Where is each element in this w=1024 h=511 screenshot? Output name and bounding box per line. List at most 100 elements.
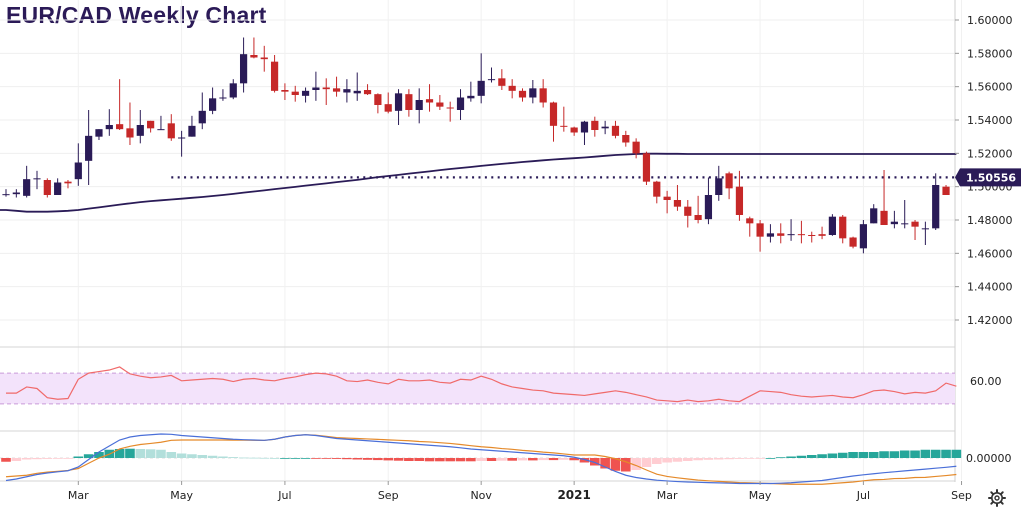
macd-histogram-bar (362, 458, 373, 460)
candle-body (198, 110, 206, 124)
candle (374, 93, 382, 114)
macd-histogram-bar (269, 458, 280, 459)
candle-body (921, 228, 929, 230)
candle-body (270, 61, 279, 91)
candle (766, 224, 775, 243)
candle-body (33, 178, 41, 180)
macd-histogram-bar (579, 458, 590, 463)
candle-body (622, 135, 630, 143)
axes: 1.420001.440001.460001.480001.500001.520… (68, 14, 1013, 502)
macd-histogram-bar (52, 458, 63, 459)
candle-body (570, 127, 578, 133)
candle-body (849, 237, 857, 247)
candle (797, 220, 806, 244)
price-tick-label: 1.46000 (967, 247, 1013, 260)
candle (684, 200, 692, 228)
candle-body (12, 192, 20, 195)
candle (188, 115, 196, 137)
macd-histogram-bar (734, 458, 745, 459)
macd-histogram-bar (290, 458, 301, 459)
candle-body (611, 125, 620, 136)
macd-histogram-bar (517, 458, 528, 461)
candle-body (260, 57, 268, 60)
candle-body (425, 99, 434, 103)
candle-body (890, 221, 898, 225)
candle (570, 126, 578, 136)
candle (518, 88, 527, 102)
macd-histogram-bar (765, 458, 776, 459)
macd-histogram-bar (879, 451, 889, 458)
candle (622, 130, 630, 147)
macd-histogram-bar (724, 458, 734, 460)
macd-histogram-bar (817, 454, 827, 458)
macd-histogram-bar (311, 458, 321, 459)
macd-histogram-bar (662, 458, 672, 463)
candle-body (332, 88, 341, 92)
macd-histogram-bar (497, 458, 507, 461)
candle (498, 69, 506, 90)
candle (756, 220, 764, 252)
candle (198, 92, 206, 130)
macd-histogram-bar (466, 458, 476, 462)
macd-histogram-bar (414, 458, 424, 461)
candle (33, 170, 41, 190)
candle-body (394, 93, 403, 111)
chart-title: EUR/CAD Weekly Chart (6, 2, 267, 28)
candle (591, 116, 599, 137)
macd-histogram-bar (238, 457, 249, 459)
candle (291, 85, 299, 102)
candle-body (508, 85, 516, 91)
candle-body (859, 224, 867, 249)
candle (477, 53, 485, 104)
candle (890, 210, 898, 229)
macd-histogram-bar (207, 455, 218, 458)
time-tick-label: Jul (856, 489, 870, 502)
candle (901, 200, 909, 229)
candle-body (2, 194, 10, 196)
candle (126, 102, 134, 145)
candle-body (85, 135, 93, 161)
candle (12, 189, 20, 198)
macd-histogram-bar (920, 449, 931, 458)
candle (694, 195, 702, 224)
candle-body (529, 88, 537, 98)
candle (818, 226, 826, 240)
candle-body (725, 173, 733, 189)
time-tick-label: May (749, 489, 772, 502)
time-tick-label: Sep (951, 489, 972, 502)
candle (446, 101, 454, 122)
candle-body (250, 55, 258, 58)
candle-body (766, 233, 775, 237)
macd-histogram-bar (166, 452, 177, 458)
price-tick-label: 1.60000 (967, 14, 1013, 27)
macd-histogram-bar (187, 454, 197, 458)
macd-histogram-bar (228, 457, 239, 458)
macd-histogram-bar (63, 458, 73, 459)
macd-histogram-bar (569, 458, 579, 461)
macd-histogram-bar (672, 458, 683, 462)
gear-icon[interactable] (988, 489, 1006, 507)
rsi-band-fill (0, 373, 955, 404)
price-tick-label: 1.42000 (967, 314, 1013, 327)
macd-histogram-bar (300, 458, 311, 459)
candle (735, 170, 744, 221)
candle (549, 101, 558, 142)
candle (147, 120, 155, 133)
price-tick-label: 1.58000 (967, 47, 1013, 60)
candle (343, 79, 351, 103)
macd-histogram-bar (331, 458, 342, 459)
candle (105, 109, 113, 136)
candle-body (64, 181, 72, 184)
candle-body (229, 83, 237, 98)
macd-histogram-bar (548, 458, 559, 461)
candle-body (23, 179, 31, 196)
candle-body (787, 234, 795, 236)
candle (673, 185, 682, 211)
candle-body (549, 102, 558, 126)
candle (312, 71, 320, 101)
macd-histogram-bar (42, 458, 53, 459)
candle-body (880, 210, 888, 225)
candle (415, 88, 423, 124)
candle-body (756, 223, 764, 237)
